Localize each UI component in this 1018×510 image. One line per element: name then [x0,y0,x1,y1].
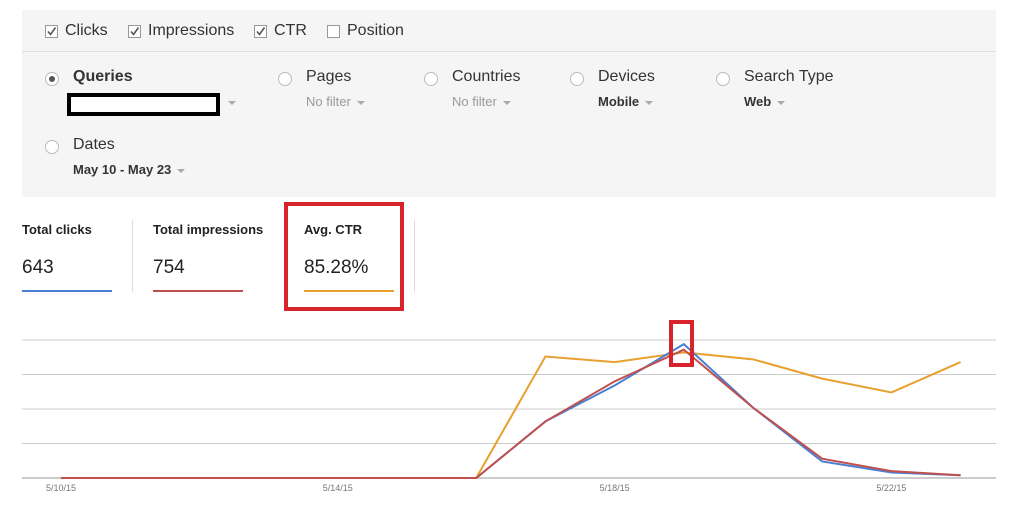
x-tick-label: 5/14/15 [323,483,353,493]
metric-value: 643 [22,257,54,278]
metric-label: Total impressions [153,222,264,237]
series-line [61,348,961,479]
filter-label[interactable]: Dates [73,136,115,153]
chart: 5/10/15 5/14/15 5/18/15 5/22/15 [22,339,996,493]
dropdown-arrow[interactable] [777,101,785,105]
filter-value[interactable]: May 10 - May 23 [73,162,172,177]
x-tick-label: 5/22/15 [876,483,906,493]
toggle-label[interactable]: Impressions [148,22,235,39]
metric-value: 85.28% [304,257,369,278]
highlight-box [284,202,404,311]
dropdown-arrow[interactable] [503,101,511,105]
filter-label[interactable]: Queries [73,68,133,85]
filter-value[interactable]: No filter [452,94,497,109]
radio[interactable] [570,72,584,86]
x-tick-label: 5/18/15 [600,483,630,493]
redacted-box [67,93,220,116]
filter-label[interactable]: Search Type [744,68,834,85]
dropdown-arrow[interactable] [177,169,185,173]
toggle-label[interactable]: CTR [274,22,307,39]
toggle-label[interactable]: Clicks [65,22,108,39]
metric-underline [153,290,243,292]
filter-label[interactable]: Countries [452,68,521,85]
filter-label[interactable]: Pages [306,68,352,85]
radio[interactable] [45,72,59,86]
highlight-box [669,320,694,367]
x-tick-label: 5/10/15 [46,483,76,493]
separator [132,220,133,292]
radio[interactable] [45,140,59,154]
metric-underline [22,290,112,292]
metric-label: Avg. CTR [304,222,363,237]
dropdown-arrow[interactable] [645,101,653,105]
filter-value[interactable]: Mobile [598,94,640,109]
checkbox[interactable] [128,25,141,38]
toggle-label[interactable]: Position [347,22,404,39]
radio[interactable] [278,72,292,86]
metric-label: Total clicks [22,222,92,237]
dropdown-arrow[interactable] [228,101,236,105]
series-line [61,342,961,479]
dropdown-arrow[interactable] [357,101,365,105]
filter-label[interactable]: Devices [598,68,655,85]
radio[interactable] [424,72,438,86]
metric-underline [304,290,394,292]
checkbox[interactable] [254,25,267,38]
filter-value[interactable]: Web [744,94,772,109]
filter-value[interactable]: No filter [306,94,351,109]
toggle-bar [22,10,996,52]
metric-value: 754 [153,257,185,278]
checkbox[interactable] [45,25,58,38]
radio[interactable] [716,72,730,86]
checkbox[interactable] [327,25,340,38]
separator [414,220,415,292]
